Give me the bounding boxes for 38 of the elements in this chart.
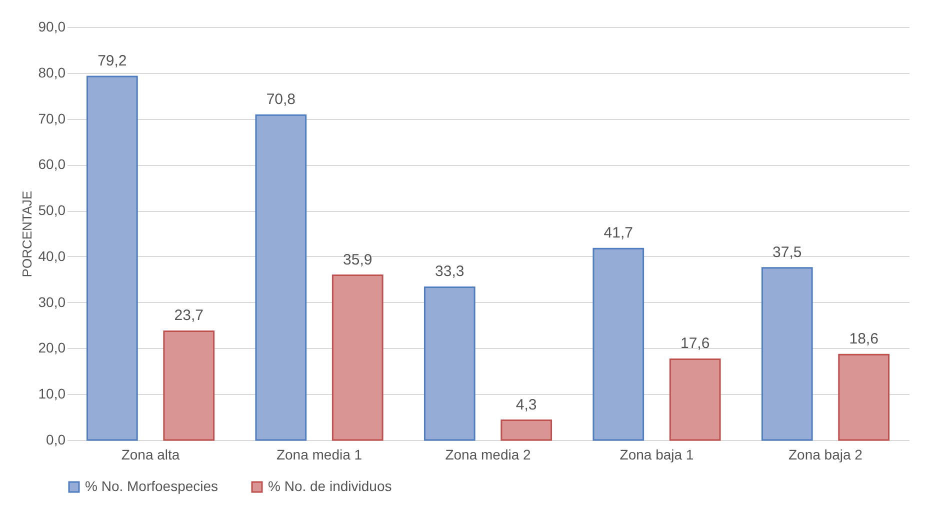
x-tick-label: Zona alta — [121, 446, 180, 462]
data-label: 33,3 — [435, 263, 464, 280]
data-label: 23,7 — [174, 307, 204, 324]
y-tick-label: 80,0 — [38, 64, 66, 80]
bar — [592, 248, 644, 441]
data-label: 70,8 — [266, 91, 296, 108]
bar — [163, 330, 215, 441]
legend-label: % No. de individuos — [268, 478, 392, 494]
y-tick-label: 0,0 — [46, 432, 66, 448]
y-axis-title: PORCENTAJE — [19, 190, 34, 278]
bar — [500, 420, 552, 441]
bar — [86, 76, 138, 441]
data-label: 17,6 — [680, 335, 710, 352]
x-tick-label: Zona media 2 — [445, 446, 532, 462]
data-label: 4,3 — [516, 396, 537, 414]
x-tick-label: Zona baja 1 — [620, 446, 694, 462]
bar — [255, 114, 307, 441]
y-tick-label: 20,0 — [38, 340, 66, 356]
y-tick-label: 10,0 — [38, 386, 66, 402]
bar — [761, 267, 813, 441]
x-tick-label: Zona media 1 — [276, 446, 362, 462]
y-tick-label: 60,0 — [38, 156, 66, 172]
x-tick-label: Zona baja 2 — [788, 446, 863, 462]
y-tick-label: 40,0 — [38, 248, 66, 264]
bar — [332, 274, 384, 441]
bar — [838, 354, 890, 441]
y-tick-label: 50,0 — [38, 202, 66, 218]
data-label: 35,9 — [343, 251, 372, 268]
bar — [669, 358, 721, 441]
data-label: 41,7 — [604, 224, 633, 242]
data-label: 37,5 — [772, 244, 802, 261]
y-tick-label: 30,0 — [38, 294, 66, 310]
data-label: 18,6 — [849, 330, 878, 348]
y-tick-label: 70,0 — [38, 110, 66, 126]
y-tick-label: 90,0 — [38, 18, 66, 34]
legend-label: % No. Morfoespecies — [85, 478, 218, 494]
bar — [424, 286, 476, 441]
data-label: 79,2 — [98, 52, 127, 70]
